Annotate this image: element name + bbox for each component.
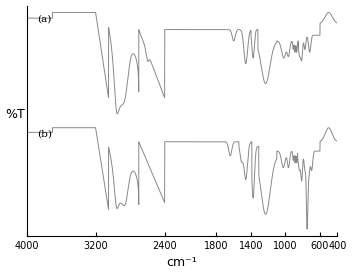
X-axis label: cm⁻¹: cm⁻¹ xyxy=(166,257,197,269)
Text: (b): (b) xyxy=(37,130,52,139)
Y-axis label: %T: %T xyxy=(6,108,25,121)
Text: (a): (a) xyxy=(37,15,51,24)
